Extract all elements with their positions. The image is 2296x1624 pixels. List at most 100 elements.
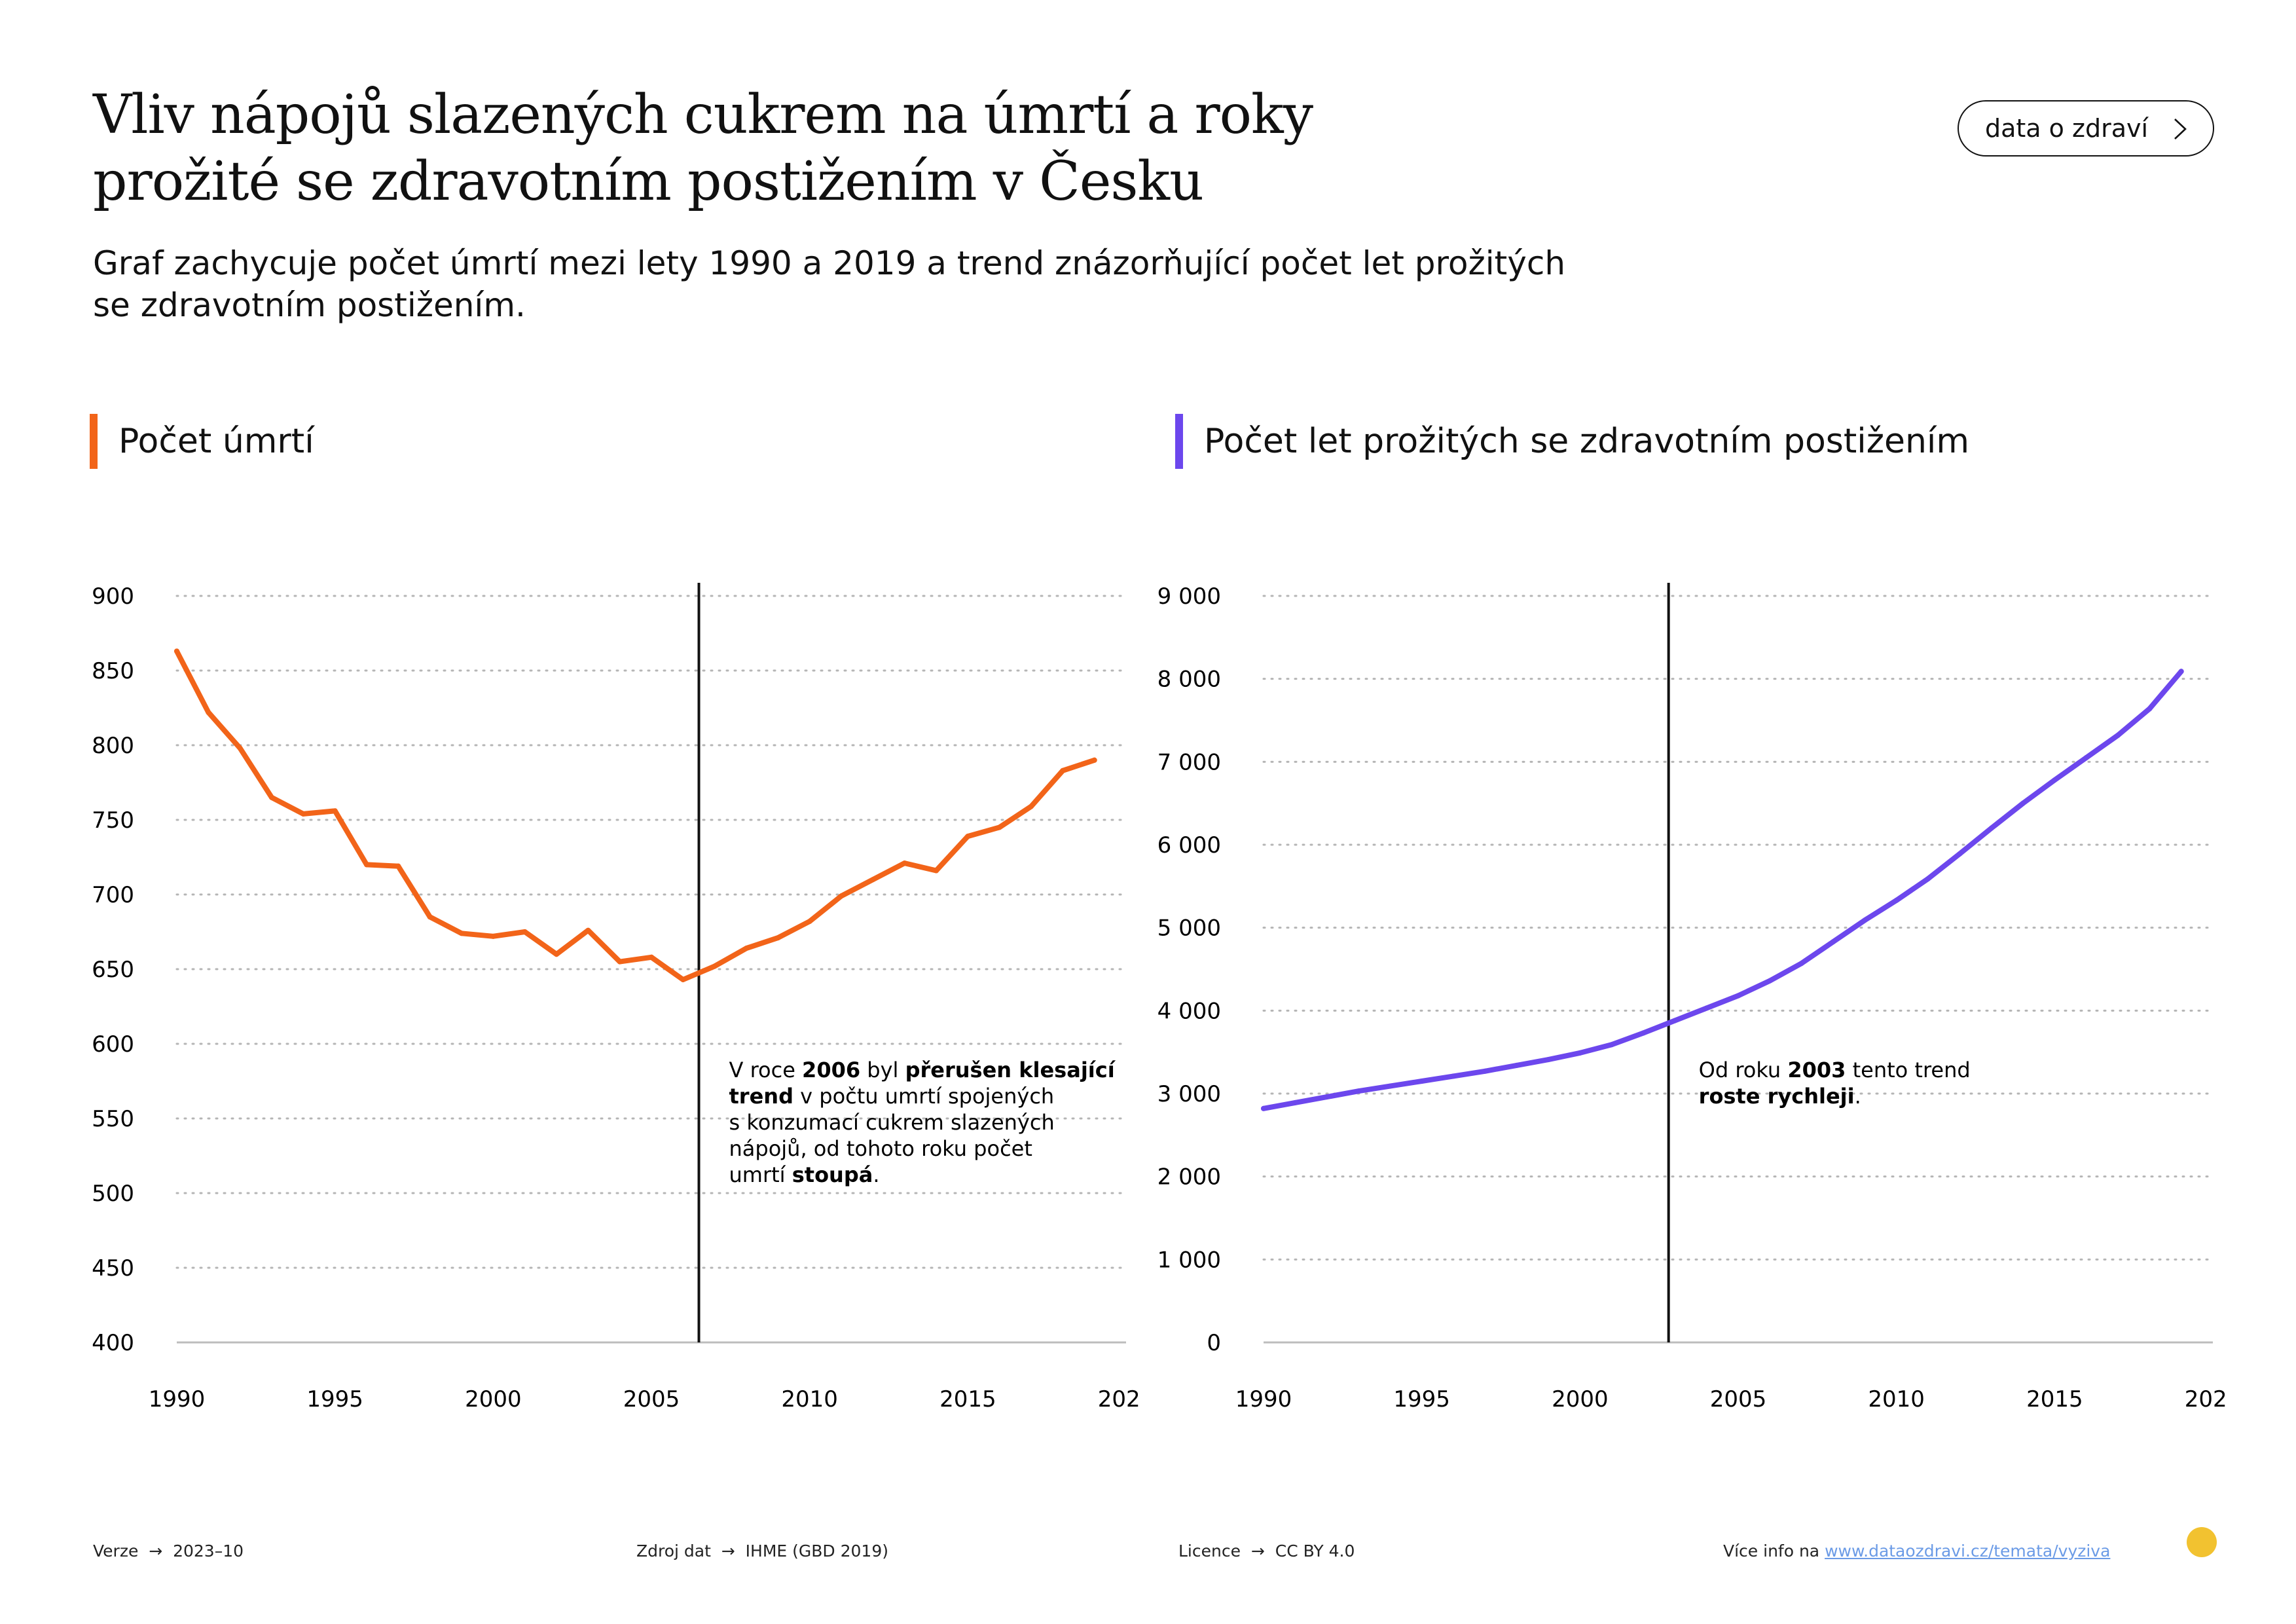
disability-data-point xyxy=(2178,669,2184,674)
footer-version: Verze → 2023–10 xyxy=(93,1541,244,1560)
deaths-y-tick-label: 650 xyxy=(92,957,134,983)
deaths-data-point xyxy=(364,862,369,868)
deaths-x-tick-label: 2005 xyxy=(623,1386,680,1412)
deaths-y-tick-label: 750 xyxy=(92,807,134,834)
deaths-annotation-segment: stoupá xyxy=(792,1162,873,1187)
version-value: 2023–10 xyxy=(173,1541,244,1560)
disability-y-tick-label: 3 000 xyxy=(1157,1081,1221,1107)
disability-data-point xyxy=(1292,1099,1298,1105)
disability-data-point xyxy=(1957,851,1963,857)
data-o-zdravi-button[interactable]: data o zdraví xyxy=(1958,100,2214,157)
arrow-right-icon: → xyxy=(716,1541,740,1560)
disability-data-point xyxy=(2147,706,2153,712)
disability-chart-title: Počet let prožitých se zdravotním postiž… xyxy=(1204,422,1970,461)
disability-annotation-segment: Od roku xyxy=(1699,1058,1788,1082)
deaths-data-point xyxy=(775,935,781,941)
disability-data-point xyxy=(1704,1005,1709,1011)
deaths-y-tick-label: 500 xyxy=(92,1181,134,1207)
disability-y-tick-label: 0 xyxy=(1207,1330,1221,1356)
deaths-y-tick-label: 600 xyxy=(92,1031,134,1058)
disability-data-point xyxy=(1988,825,1994,831)
disability-data-point xyxy=(1672,1018,1678,1024)
disability-annotation-line: roste rychleji. xyxy=(1699,1084,1861,1109)
deaths-data-point xyxy=(395,863,401,869)
footer-more-info: Více info na www.dataozdravi.cz/temata/v… xyxy=(1723,1541,2110,1560)
deaths-data-point xyxy=(206,709,211,715)
disability-data-point xyxy=(1862,917,1868,923)
deaths-chart-title: Počet úmrtí xyxy=(118,422,314,461)
deaths-data-point xyxy=(839,893,844,899)
deaths-x-tick-label: 1995 xyxy=(306,1386,363,1412)
deaths-data-point xyxy=(301,811,306,817)
deaths-annotation-segment: s konzumací cukrem slazených xyxy=(729,1110,1055,1135)
deaths-panel-header: Počet úmrtí xyxy=(90,414,314,469)
deaths-accent-bar xyxy=(90,414,98,469)
subtitle-line-2: se zdravotním postižením. xyxy=(93,286,526,324)
footer-license: Licence → CC BY 4.0 xyxy=(1178,1541,1355,1560)
disability-y-tick-label: 5 000 xyxy=(1157,915,1221,942)
disability-x-tick-label: 1995 xyxy=(1393,1386,1450,1412)
disability-data-point xyxy=(2020,800,2026,806)
version-label: Verze xyxy=(93,1541,139,1560)
disability-data-point xyxy=(1577,1050,1583,1056)
deaths-annotation-segment: byl xyxy=(860,1058,905,1082)
deaths-data-point xyxy=(237,745,243,751)
deaths-data-point xyxy=(1029,803,1034,809)
deaths-annotation-segment: umrtí xyxy=(729,1162,792,1187)
data-o-zdravi-label: data o zdraví xyxy=(1985,114,2149,143)
deaths-data-point xyxy=(712,963,718,969)
subtitle-line-1: Graf zachycuje počet úmrtí mezi lety 199… xyxy=(93,244,1566,282)
deaths-y-tick-label: 450 xyxy=(92,1255,134,1282)
deaths-y-tick-label: 800 xyxy=(92,733,134,759)
disability-y-tick-label: 1 000 xyxy=(1157,1247,1221,1273)
disability-annotation-segment: 2003 xyxy=(1787,1058,1846,1082)
disability-data-point xyxy=(1451,1073,1456,1079)
deaths-data-point xyxy=(585,927,591,933)
page-subtitle: Graf zachycuje počet úmrtí mezi lety 199… xyxy=(93,242,1762,326)
deaths-data-point xyxy=(269,794,274,800)
page-title: Vliv nápojů slazených cukrem na úmrtí a … xyxy=(93,82,1402,215)
deaths-annotation-segment: trend xyxy=(729,1084,793,1109)
deaths-y-tick-label: 700 xyxy=(92,882,134,908)
disability-x-tick-label: 2010 xyxy=(1868,1386,1925,1412)
deaths-annotation-line: nápojů, od tohoto roku počet xyxy=(729,1136,1032,1161)
deaths-data-point xyxy=(427,914,433,920)
disability-data-point xyxy=(1831,939,1836,945)
deaths-data-point xyxy=(996,824,1002,830)
disability-data-point xyxy=(1261,1105,1266,1111)
deaths-data-point xyxy=(617,959,623,965)
deaths-data-point xyxy=(332,808,338,814)
disability-data-point xyxy=(1925,876,1931,881)
deaths-data-point xyxy=(649,954,654,960)
disability-annotation-segment: . xyxy=(1855,1084,1861,1109)
deaths-data-point xyxy=(965,834,971,840)
disability-data-point xyxy=(1641,1030,1646,1036)
disability-data-point xyxy=(1356,1088,1361,1094)
source-label: Zdroj dat xyxy=(636,1541,711,1560)
deaths-data-point xyxy=(934,868,939,874)
deaths-annotation-line: trend v počtu umrtí spojených xyxy=(729,1084,1055,1109)
deaths-data-point xyxy=(744,946,749,951)
disability-data-point xyxy=(1736,993,1741,999)
title-line-1: Vliv nápojů slazených cukrem na úmrtí a … xyxy=(93,84,1313,146)
disability-accent-bar xyxy=(1175,414,1183,469)
disability-y-tick-label: 8 000 xyxy=(1157,667,1221,693)
disability-data-point xyxy=(2052,777,2058,783)
deaths-y-tick-label: 850 xyxy=(92,658,134,684)
chevron-right-icon xyxy=(2174,119,2187,139)
license-value: CC BY 4.0 xyxy=(1275,1541,1355,1560)
disability-series-line xyxy=(1261,669,2184,1111)
more-info-link[interactable]: www.dataozdravi.cz/temata/vyziva xyxy=(1825,1541,2111,1560)
license-label: Licence xyxy=(1178,1541,1241,1560)
deaths-x-tick-label: 2010 xyxy=(781,1386,838,1412)
disability-panel-header: Počet let prožitých se zdravotním postiž… xyxy=(1175,414,1969,469)
deaths-x-tick-label: 2020 xyxy=(1098,1386,1139,1412)
disability-y-tick-label: 7 000 xyxy=(1157,749,1221,775)
deaths-series-line xyxy=(174,648,1097,982)
disability-x-tick-label: 1990 xyxy=(1235,1386,1292,1412)
disability-annotation-segment: roste rychleji xyxy=(1699,1084,1855,1109)
deaths-data-point xyxy=(870,877,876,883)
deaths-annotation-segment: nápojů, od tohoto roku počet xyxy=(729,1136,1032,1161)
disability-data-point xyxy=(1609,1042,1614,1048)
deaths-x-tick-label: 2015 xyxy=(939,1386,996,1412)
